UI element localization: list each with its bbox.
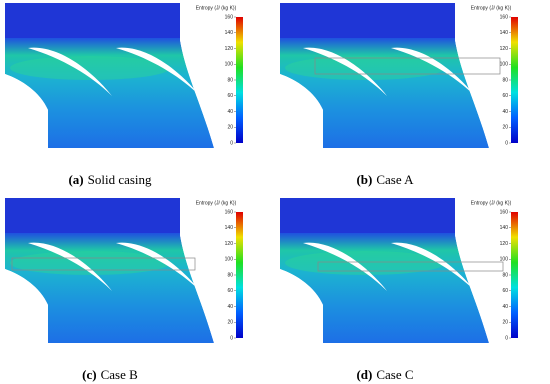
colorbar [236, 17, 243, 143]
colorbar-tick-label: 40 [227, 109, 233, 115]
inlet-band [5, 198, 214, 233]
caption-text: Case B [101, 367, 139, 382]
colorbar-tick-label: 20 [502, 125, 508, 131]
colorbar-tick-label: 160 [225, 209, 234, 215]
colorbar-tick-label: 100 [500, 257, 509, 263]
caption-text: Case C [376, 367, 413, 382]
probe-box [11, 257, 196, 271]
colorbar-tick-label: 20 [227, 320, 233, 326]
caption: (a) Solid casing [68, 172, 152, 187]
inlet-band [5, 3, 214, 38]
colorbar-tick-label: 140 [500, 30, 509, 36]
contour [5, 198, 214, 343]
colorbar-tick-label: 80 [227, 272, 233, 278]
colorbar-tick-label: 100 [225, 257, 234, 263]
caption: (b) Case A [356, 172, 414, 187]
colorbar-tick-label: 120 [500, 46, 509, 52]
colorbar-tick-label: 140 [500, 225, 509, 231]
caption: (d) Case C [356, 367, 413, 382]
caption: (c) Case B [82, 367, 138, 382]
colorbar-tick-label: 160 [500, 14, 509, 20]
inlet-band [280, 3, 489, 38]
colorbar-tick-label: 20 [227, 125, 233, 131]
colorbar-tick-label: 160 [500, 209, 509, 215]
caption-label: (d) [356, 367, 372, 382]
panel: Entropy (J/ (kg K)) 0 20 40 60 80 100 120 140 160… [5, 3, 243, 187]
wake [10, 251, 170, 275]
colorbar-tick-label: 40 [502, 109, 508, 115]
panel: Entropy (J/ (kg K)) 0 20 40 60 80 100 120 140 160… [280, 3, 518, 187]
colorbar-tick-label: 140 [225, 30, 234, 36]
panel: Entropy (J/ (kg K)) 0 20 40 60 80 100 120 140 160… [280, 198, 518, 382]
colorbar-tick-label: 60 [227, 93, 233, 99]
colorbar [511, 17, 518, 143]
colorbar-tick-label: 40 [227, 304, 233, 310]
contour [5, 3, 214, 148]
inlet-band [280, 198, 489, 233]
caption-text: Solid casing [88, 172, 152, 187]
colorbar-tick-label: 100 [225, 62, 234, 68]
colorbar [511, 212, 518, 338]
caption-text: Case A [376, 172, 414, 187]
colorbar-tick-label: 60 [502, 288, 508, 294]
colorbar-tick-label: 120 [225, 46, 234, 52]
caption-label: (a) [68, 172, 83, 187]
colorbar-tick-label: 60 [502, 93, 508, 99]
panel: Entropy (J/ (kg K)) 0 20 40 60 80 100 120 140 160… [5, 198, 243, 382]
probe-box [314, 57, 501, 75]
colorbar-tick-label: 120 [225, 241, 234, 247]
colorbar-title: Entropy (J/ (kg K)) [196, 5, 237, 11]
colorbar-tick-label: 0 [505, 140, 508, 146]
wake [285, 251, 445, 275]
probe-box [317, 261, 504, 272]
colorbar-tick-label: 40 [502, 304, 508, 310]
colorbar-tick-label: 20 [502, 320, 508, 326]
colorbar-title: Entropy (J/ (kg K)) [471, 5, 512, 11]
colorbar-title: Entropy (J/ (kg K)) [471, 200, 512, 206]
colorbar-tick-label: 120 [500, 241, 509, 247]
colorbar [236, 212, 243, 338]
colorbar-tick-label: 0 [230, 140, 233, 146]
colorbar-tick-label: 60 [227, 288, 233, 294]
colorbar-tick-label: 0 [230, 335, 233, 341]
caption-label: (c) [82, 367, 96, 382]
colorbar-tick-label: 0 [505, 335, 508, 341]
contour [280, 198, 489, 343]
colorbar-tick-label: 160 [225, 14, 234, 20]
colorbar-tick-label: 80 [502, 272, 508, 278]
colorbar-tick-label: 80 [227, 77, 233, 83]
colorbar-tick-label: 100 [500, 62, 509, 68]
colorbar-title: Entropy (J/ (kg K)) [196, 200, 237, 206]
wake [10, 56, 170, 80]
caption-label: (b) [356, 172, 372, 187]
colorbar-tick-label: 140 [225, 225, 234, 231]
colorbar-tick-label: 80 [502, 77, 508, 83]
